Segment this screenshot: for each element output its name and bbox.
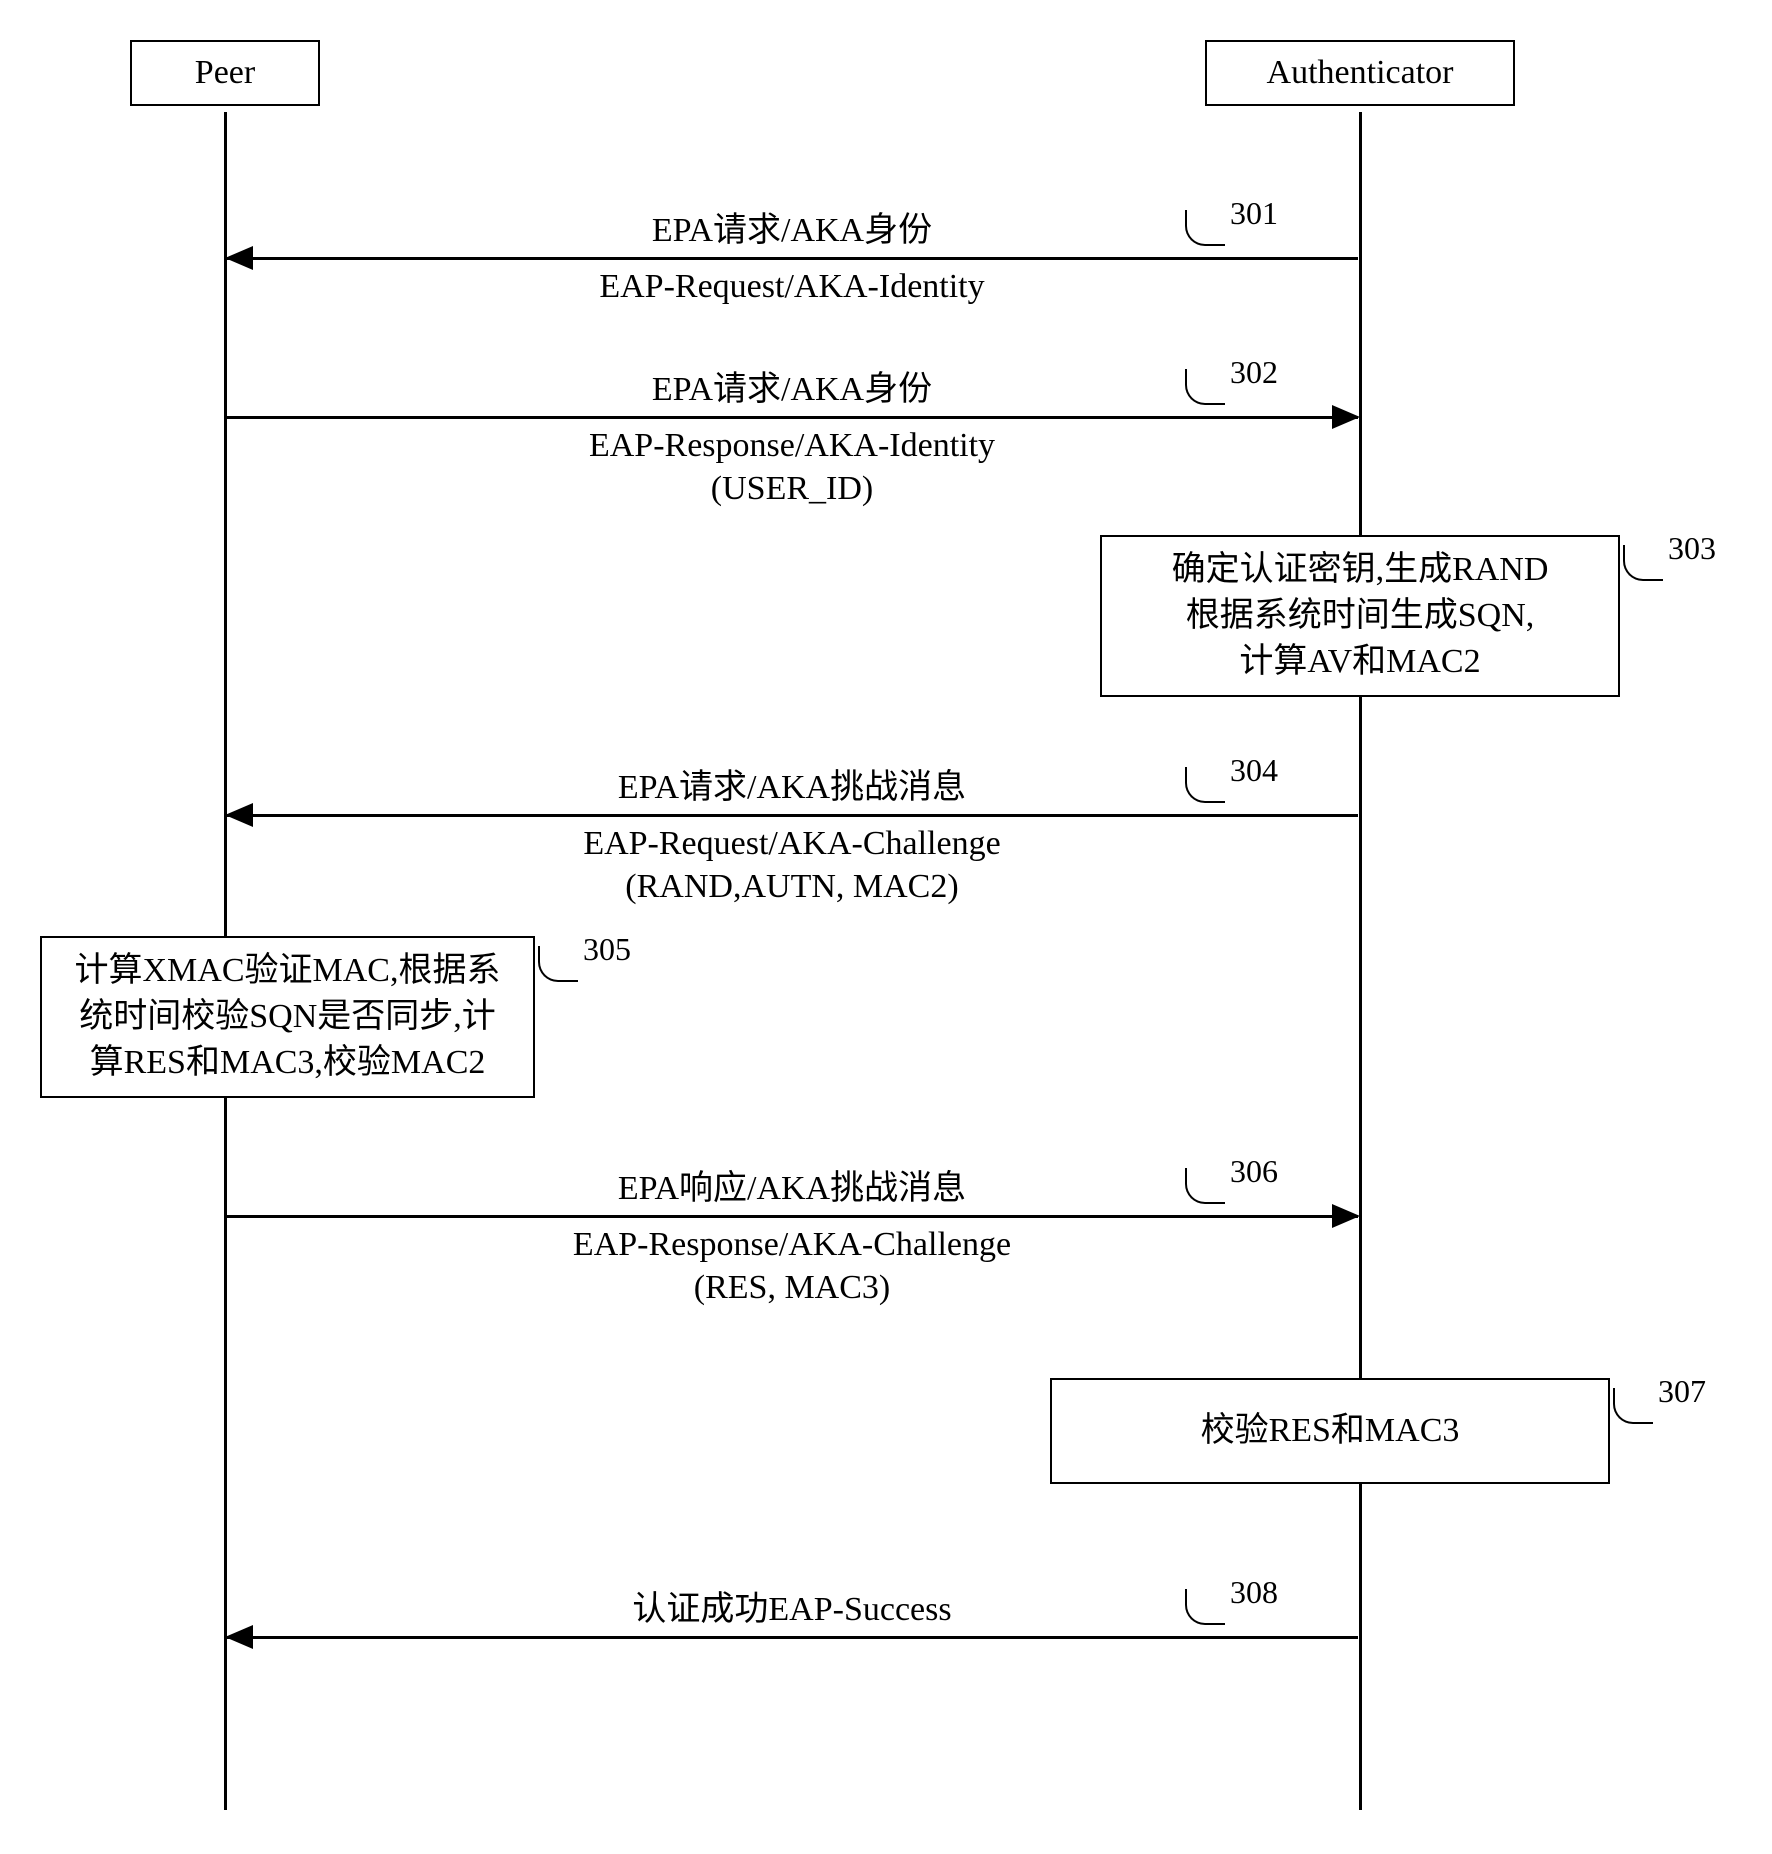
- arrowhead-right-icon: [1332, 405, 1360, 429]
- step-308-curve: [1185, 1589, 1225, 1625]
- proc-303-l2: 根据系统时间生成SQN,: [1116, 593, 1604, 639]
- proc-305: 计算XMAC验证MAC,根据系 统时间校验SQN是否同步,计 算RES和MAC3…: [40, 936, 535, 1098]
- step-303-num: 303: [1668, 530, 1716, 567]
- step-305-num: 305: [583, 931, 631, 968]
- arrow-306: [227, 1215, 1358, 1218]
- msg-301-top: EPA请求/AKA身份: [490, 210, 1094, 253]
- proc-303-l1: 确定认证密钥,生成RAND: [1116, 547, 1604, 593]
- msg-304-bottom: EAP-Request/AKA-Challenge: [490, 823, 1094, 866]
- step-306-num: 306: [1230, 1153, 1278, 1190]
- msg-302-bottom: EAP-Response/AKA-Identity: [490, 425, 1094, 468]
- arrow-302: [227, 416, 1358, 419]
- msg-306-bottom: EAP-Response/AKA-Challenge: [490, 1224, 1094, 1267]
- step-307-curve: [1613, 1388, 1653, 1424]
- step-307-num: 307: [1658, 1373, 1706, 1410]
- step-308-num: 308: [1230, 1574, 1278, 1611]
- proc-305-l2: 统时间校验SQN是否同步,计: [56, 994, 519, 1040]
- msg-306-extra: (RES, MAC3): [490, 1267, 1094, 1310]
- msg-301-bottom: EAP-Request/AKA-Identity: [490, 266, 1094, 309]
- arrow-308: [227, 1636, 1358, 1639]
- msg-302-top: EPA请求/AKA身份: [490, 369, 1094, 412]
- actor-peer: Peer: [130, 40, 320, 106]
- msg-304-top: EPA请求/AKA挑战消息: [490, 767, 1094, 810]
- proc-303: 确定认证密钥,生成RAND 根据系统时间生成SQN, 计算AV和MAC2: [1100, 535, 1620, 697]
- arrowhead-left-icon: [225, 803, 253, 827]
- step-304-num: 304: [1230, 752, 1278, 789]
- sequence-diagram: Peer Authenticator EPA请求/AKA身份 EAP-Reque…: [40, 40, 1732, 1814]
- proc-305-l1: 计算XMAC验证MAC,根据系: [56, 948, 519, 994]
- actor-auth-label: Authenticator: [1267, 54, 1454, 91]
- step-302-num: 302: [1230, 354, 1278, 391]
- arrowhead-right-icon: [1332, 1204, 1360, 1228]
- msg-308-top: 认证成功EAP-Success: [490, 1589, 1094, 1632]
- step-304-curve: [1185, 767, 1225, 803]
- step-301-curve: [1185, 210, 1225, 246]
- step-306-curve: [1185, 1168, 1225, 1204]
- lifeline-auth: [1359, 112, 1362, 1810]
- arrowhead-left-icon: [225, 246, 253, 270]
- step-301-num: 301: [1230, 195, 1278, 232]
- arrow-301: [227, 257, 1358, 260]
- msg-306-top: EPA响应/AKA挑战消息: [490, 1168, 1094, 1211]
- proc-307-l1: 校验RES和MAC3: [1066, 1408, 1594, 1454]
- arrowhead-left-icon: [225, 1625, 253, 1649]
- proc-305-l3: 算RES和MAC3,校验MAC2: [56, 1040, 519, 1086]
- step-303-curve: [1623, 545, 1663, 581]
- actor-authenticator: Authenticator: [1205, 40, 1515, 106]
- proc-307: 校验RES和MAC3: [1050, 1378, 1610, 1484]
- step-305-curve: [538, 946, 578, 982]
- proc-303-l3: 计算AV和MAC2: [1116, 639, 1604, 685]
- actor-peer-label: Peer: [195, 54, 255, 91]
- arrow-304: [227, 814, 1358, 817]
- msg-304-extra: (RAND,AUTN, MAC2): [490, 866, 1094, 909]
- step-302-curve: [1185, 369, 1225, 405]
- msg-302-extra: (USER_ID): [490, 468, 1094, 511]
